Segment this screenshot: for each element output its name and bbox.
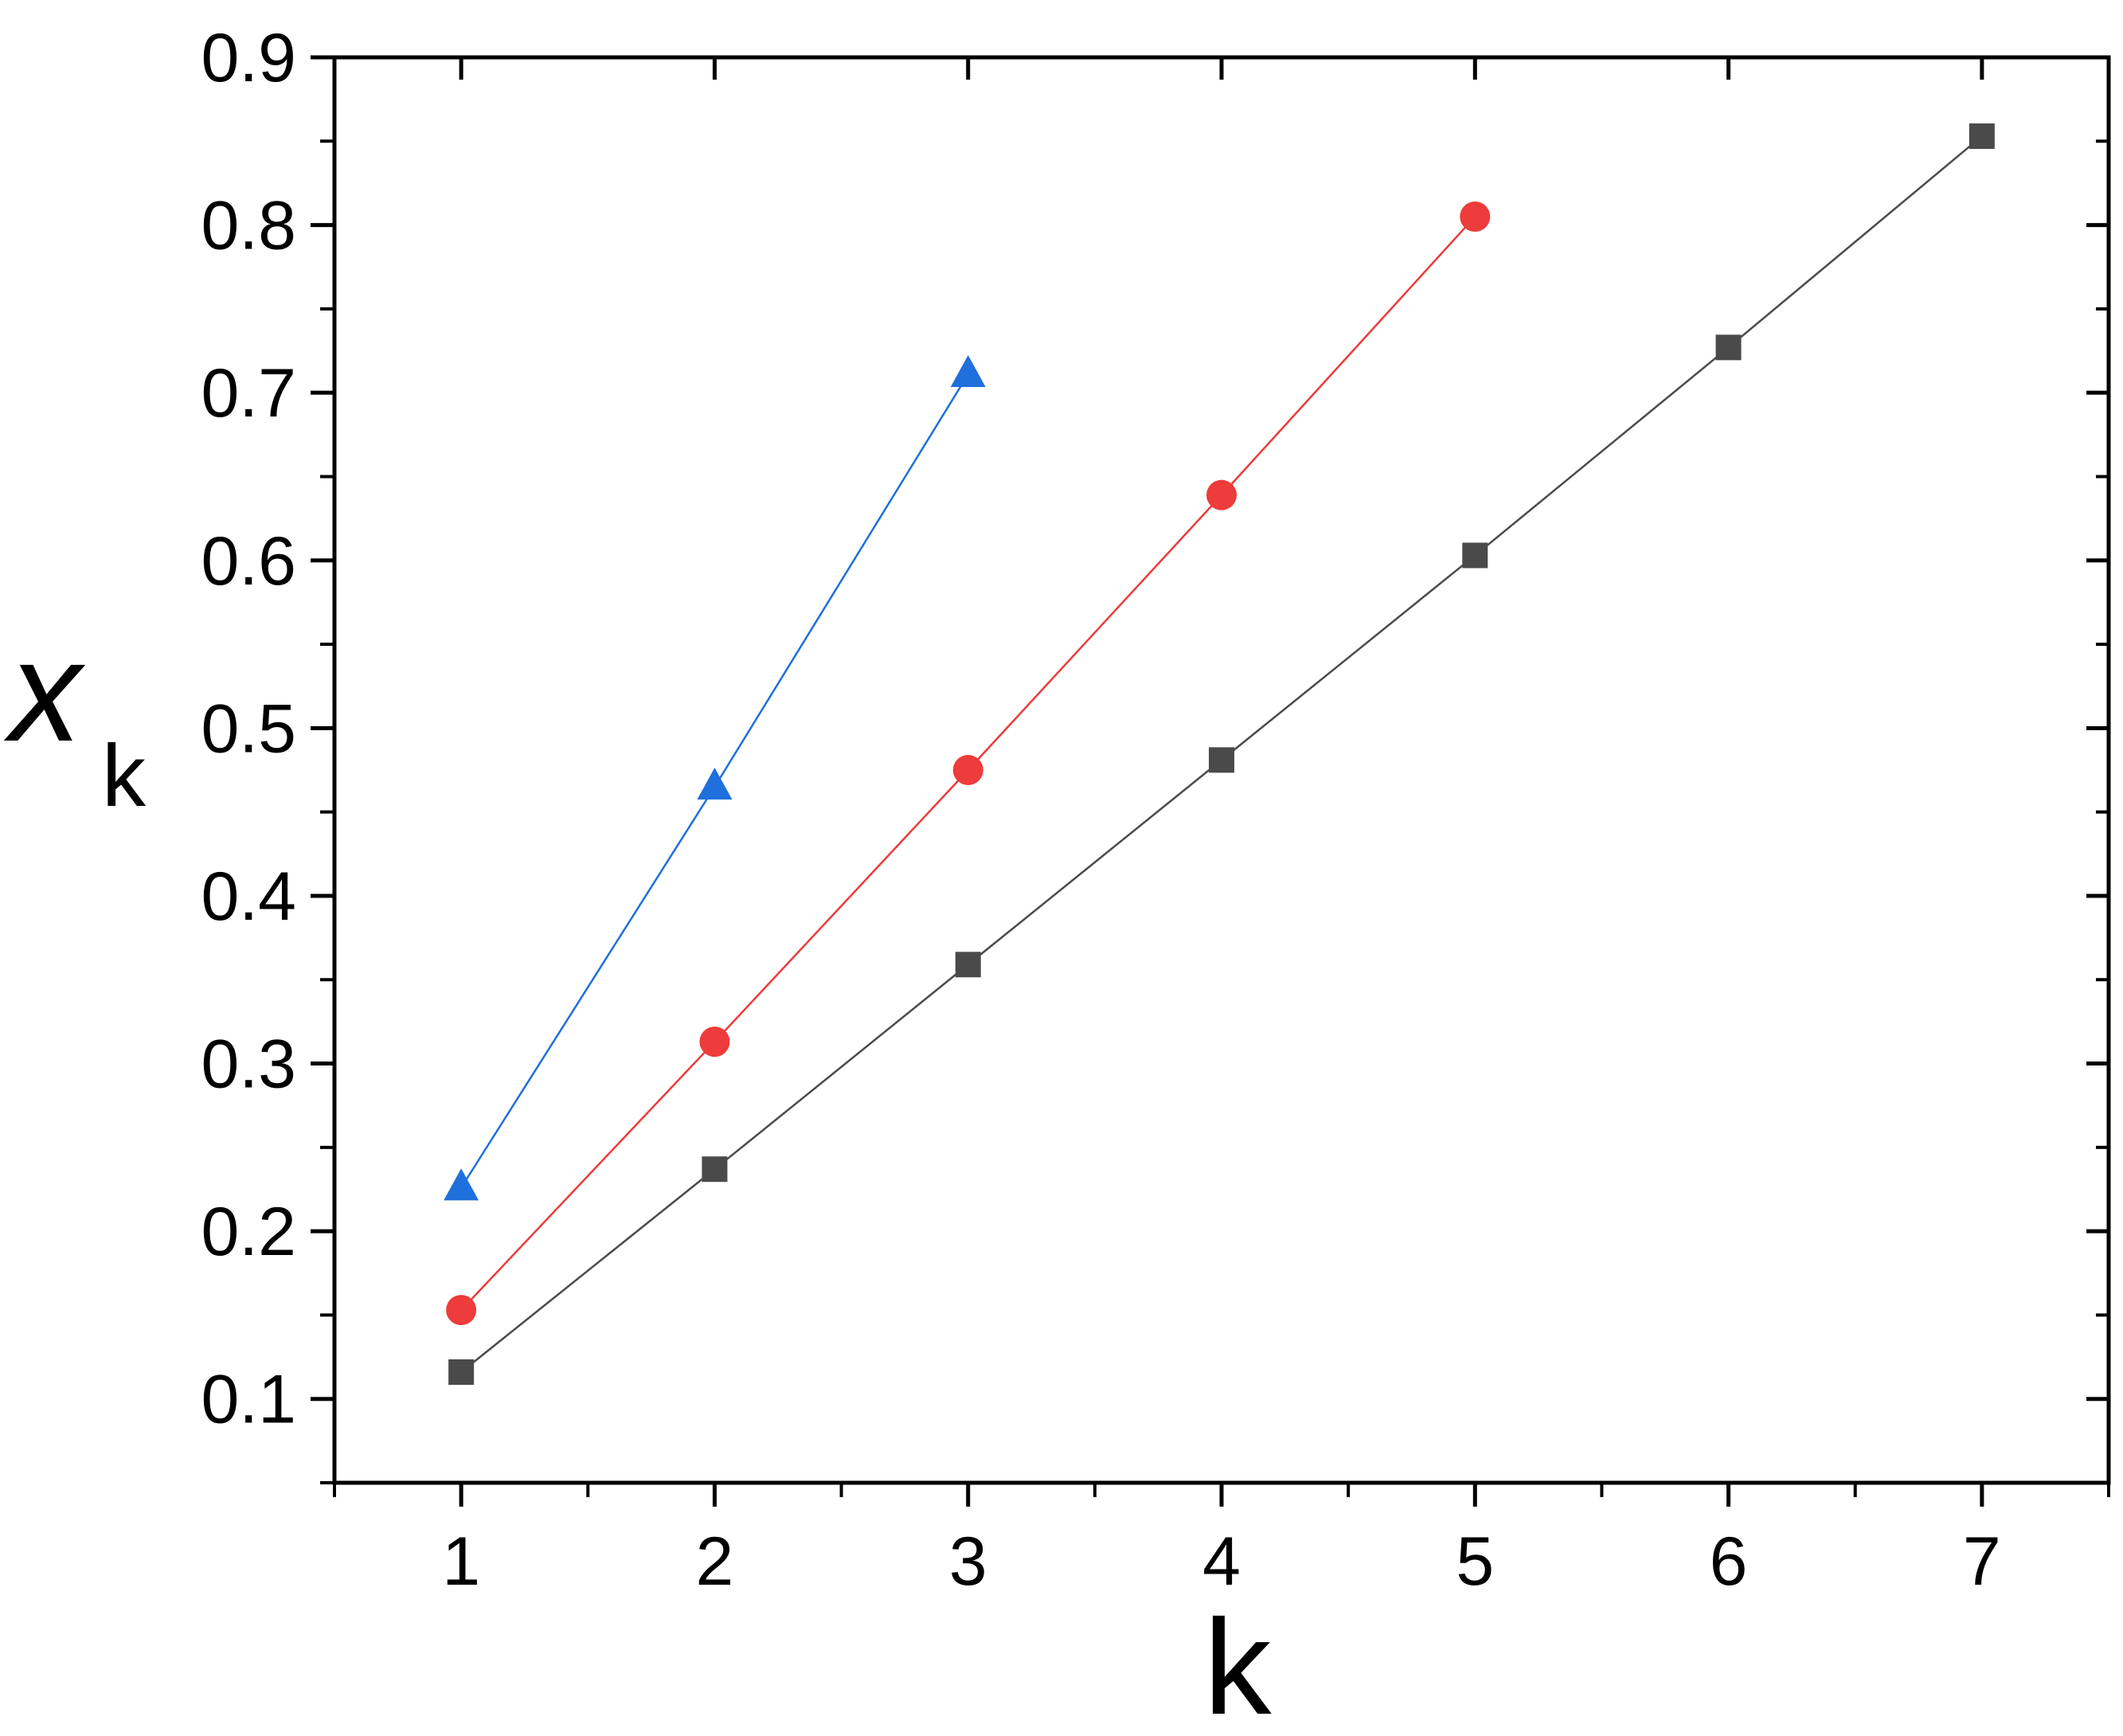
data-point [1462,542,1488,569]
y-axis-title: x [3,612,86,772]
data-point [699,1026,730,1058]
y-tick-label: 0.5 [201,690,296,767]
y-tick-label: 0.2 [201,1194,296,1270]
y-tick-label: 0.7 [201,355,296,432]
data-point [950,355,986,388]
y-tick-label: 0.6 [201,523,296,600]
data-point [446,1295,477,1326]
data-point [444,1168,479,1201]
x-axis-title: k [1204,1592,1273,1736]
data-point [952,755,983,785]
x-tick-label: 3 [949,1523,987,1600]
data-point [955,952,981,978]
plot-frame [332,55,2111,1485]
y-tick-label: 0.3 [201,1026,296,1103]
data-point [702,1156,728,1183]
y-tick-label: 0.9 [201,20,296,96]
series-layer [444,123,1995,1386]
data-point [1969,123,1995,149]
data-point [1206,479,1237,510]
data-point [1460,201,1491,233]
x-tick-label: 6 [1710,1523,1748,1600]
labels-layer: 1 2 3 4 5 6 7 0.1 0.2 0.3 0.4 0.5 0.6 0.7 0.8 0.9 [201,20,2000,1600]
y-tick-label: 0.8 [201,188,296,264]
ticks-layer [311,55,2110,1507]
series-triangle [444,355,986,1201]
x-tick-label: 7 [1963,1523,2001,1600]
x-tick-label: 4 [1202,1523,1241,1600]
series-circle [446,201,1491,1326]
data-point [697,768,733,800]
y-tick-label: 0.1 [201,1362,296,1438]
x-tick-label: 2 [696,1523,734,1600]
series-square [448,123,1995,1386]
y-axis-title-subscript: k [102,727,147,825]
data-point [1715,334,1742,361]
data-point [448,1359,475,1386]
x-tick-label: 5 [1456,1523,1494,1600]
y-tick-label: 0.4 [201,858,296,935]
data-point [1209,747,1234,773]
x-tick-label: 1 [442,1523,480,1600]
y-axis-title-main: x [3,612,86,772]
